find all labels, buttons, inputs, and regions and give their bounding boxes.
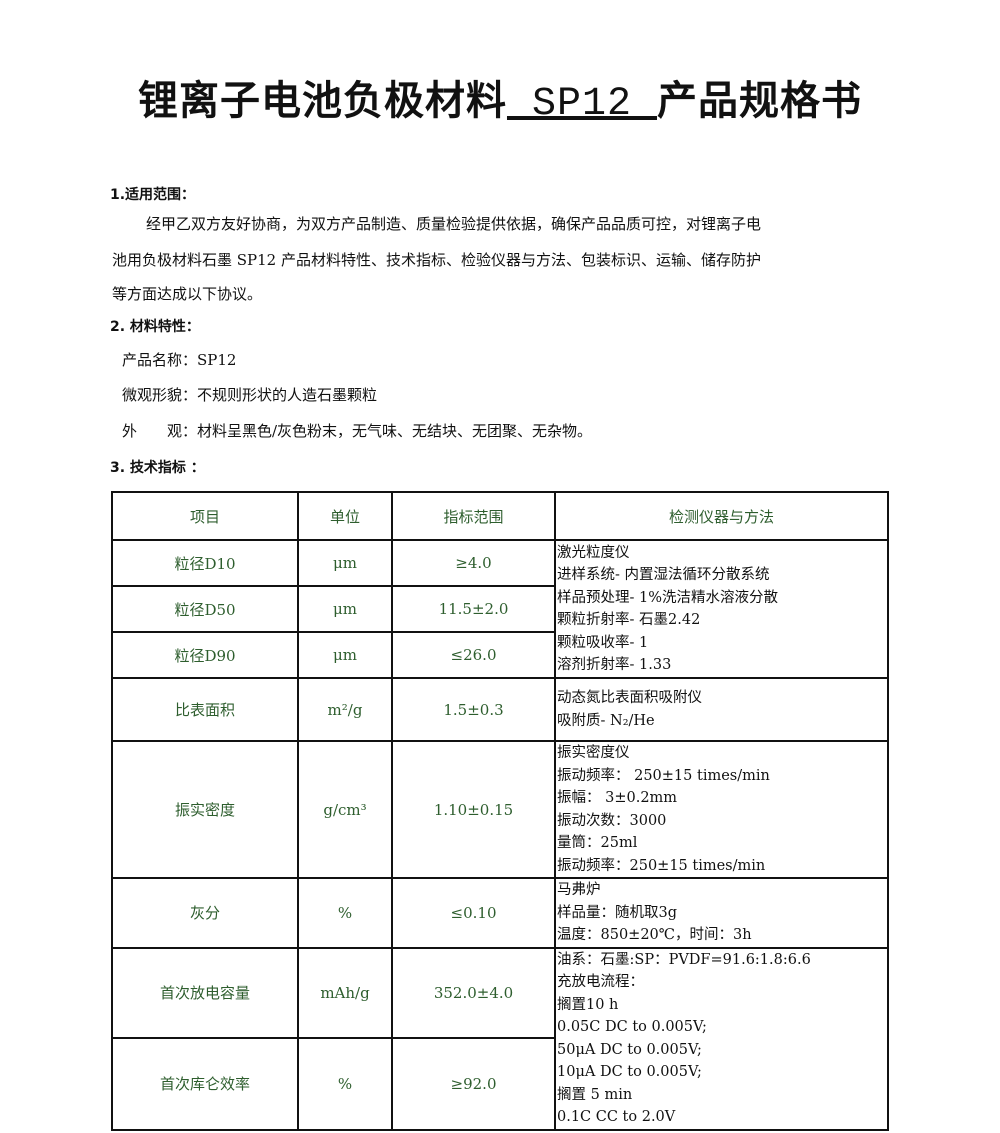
method-line: 颗粒折射率- 石墨2.42 — [557, 612, 701, 628]
method-line: 吸附质- N₂/He — [557, 712, 655, 729]
item-cell: 振实密度 — [111, 740, 299, 879]
method-line: 激光粒度仪 — [557, 544, 630, 561]
range-cell: ≤0.10 — [391, 877, 556, 949]
unit-cell: μm — [297, 585, 393, 633]
unit-cell: % — [297, 1036, 393, 1131]
method-cell: 振实密度仪 振动频率： 250±15 times/min 振幅： 3±0.2mm… — [554, 740, 889, 879]
unit-cell: g/cm³ — [297, 740, 393, 879]
section-1-line: 池用负极材料石墨 SP12 产品材料特性、技术指标、检验仪器与方法、包装标识、运… — [112, 251, 761, 269]
table-row: 首次库仑效率 % ≥92.0 — [111, 1036, 888, 1131]
method-line: 样品量：随机取3g — [557, 904, 678, 921]
item-cell: 粒径D50 — [111, 585, 299, 633]
method-line: 振动频率：250±15 times/min — [557, 857, 766, 874]
method-line: 0.05C DC to 0.005V; — [557, 1019, 707, 1035]
method-line: 搁置10 h — [557, 996, 619, 1013]
method-line: 动态氮比表面积吸附仪 — [557, 690, 702, 706]
header-cell: 项目 — [111, 491, 299, 541]
table-row: 灰分 % ≤0.10 马弗炉 样品量：随机取3g 温度：850±20℃，时间：3… — [111, 877, 889, 949]
range-cell: ≤26.0 — [391, 631, 556, 679]
range-cell: ≥92.0 — [391, 1036, 556, 1131]
table-row: 粒径D10 μm ≥4.0 激光粒度仪 进样系统- 内置湿法循环分散系统 样品预… — [111, 539, 889, 679]
method-line: 充放电流程： — [557, 974, 644, 990]
property-line: 外 观：材料呈黑色/灰色粉末，无气味、无结块、无团聚、无杂物。 — [122, 422, 593, 440]
section-2-heading: 2. 材料特性： — [110, 319, 200, 335]
unit-cell: mAh/g — [297, 946, 393, 1039]
method-line: 量筒：25ml — [557, 835, 638, 851]
method-line: 温度：850±20℃，时间：3h — [557, 927, 752, 943]
unit-cell: μm — [297, 631, 393, 679]
method-line: 样品预处理- 1%洗洁精水溶液分散 — [557, 589, 779, 606]
range-cell: 1.10±0.15 — [391, 740, 556, 879]
unit-cell: μm — [297, 539, 393, 587]
property-line: 产品名称：SP12 — [122, 351, 237, 369]
table-row: 比表面积 m²/g 1.5±0.3 动态氮比表面积吸附仪 吸附质- N₂/He — [111, 677, 889, 742]
method-line: 振动次数：3000 — [557, 812, 667, 829]
range-cell: 11.5±2.0 — [391, 585, 556, 633]
spec-table: 项目 单位 指标范围 检测仪器与方法 粒径D10 μm ≥4.0 激光粒度仪 进… — [111, 491, 889, 1131]
section-1-line: 等方面达成以下协议。 — [112, 285, 263, 303]
method-line: 50μA DC to 0.005V; — [557, 1041, 702, 1058]
document-title: 锂离子电池负极材料 SP12 产品规格书 — [137, 78, 863, 127]
item-cell: 首次库仑效率 — [111, 1036, 299, 1131]
method-line: 振实密度仪 — [557, 745, 630, 761]
range-cell: ≥4.0 — [391, 539, 556, 587]
method-cell: 油系：石墨:SP：PVDF=91.6:1.8:6.6 充放电流程： 搁置10 h… — [554, 946, 889, 1131]
section-3-heading: 3. 技术指标 ： — [110, 460, 205, 476]
method-line: 10μA DC to 0.005V; — [557, 1064, 702, 1080]
item-cell: 粒径D10 — [111, 539, 299, 587]
method-line: 振幅： 3±0.2mm — [557, 790, 678, 806]
method-line: 进样系统- 内置湿法循环分散系统 — [557, 567, 770, 583]
item-cell: 比表面积 — [111, 677, 299, 742]
header-cell: 指标范围 — [391, 491, 556, 541]
item-cell: 首次放电容量 — [111, 946, 299, 1039]
method-line: 溶剂折射率- 1.33 — [557, 657, 672, 673]
method-line: 0.1C CC to 2.0V — [557, 1109, 676, 1125]
section-1-line: 经甲乙双方友好协商，为双方产品制造、质量检验提供依据，确保产品品质可控，对锂离子… — [146, 215, 762, 233]
table-row: 首次放电容量 mAh/g 352.0±4.0 油系：石墨:SP：PVDF=91.… — [111, 946, 889, 1131]
section-1-heading: 1.适用范围： — [110, 187, 196, 203]
table-row: 粒径D90 μm ≤26.0 — [111, 631, 888, 679]
range-cell: 1.5±0.3 — [391, 677, 556, 742]
table-header-row: 项目 单位 指标范围 检测仪器与方法 — [111, 491, 889, 541]
unit-cell: m²/g — [297, 677, 393, 742]
method-cell: 激光粒度仪 进样系统- 内置湿法循环分散系统 样品预处理- 1%洗洁精水溶液分散… — [554, 539, 889, 679]
unit-cell: % — [297, 877, 393, 949]
property-line: 微观形貌：不规则形状的人造石墨颗粒 — [122, 386, 378, 404]
method-line: 颗粒吸收率- 1 — [557, 634, 649, 651]
range-cell: 352.0±4.0 — [391, 946, 556, 1039]
item-cell: 灰分 — [111, 877, 299, 949]
method-cell: 马弗炉 样品量：随机取3g 温度：850±20℃，时间：3h — [554, 877, 889, 949]
method-line: 油系：石墨:SP：PVDF=91.6:1.8:6.6 — [557, 951, 811, 968]
method-cell: 动态氮比表面积吸附仪 吸附质- N₂/He — [554, 677, 889, 742]
method-line: 马弗炉 — [557, 882, 601, 898]
header-cell: 检测仪器与方法 — [554, 491, 889, 541]
header-cell: 单位 — [297, 491, 393, 541]
method-line: 搁置 5 min — [557, 1086, 633, 1103]
item-cell: 粒径D90 — [111, 631, 299, 679]
table-row: 粒径D50 μm 11.5±2.0 — [111, 585, 888, 633]
method-line: 振动频率： 250±15 times/min — [557, 767, 770, 784]
table-row: 振实密度 g/cm³ 1.10±0.15 振实密度仪 振动频率： 250±15 … — [111, 740, 889, 879]
